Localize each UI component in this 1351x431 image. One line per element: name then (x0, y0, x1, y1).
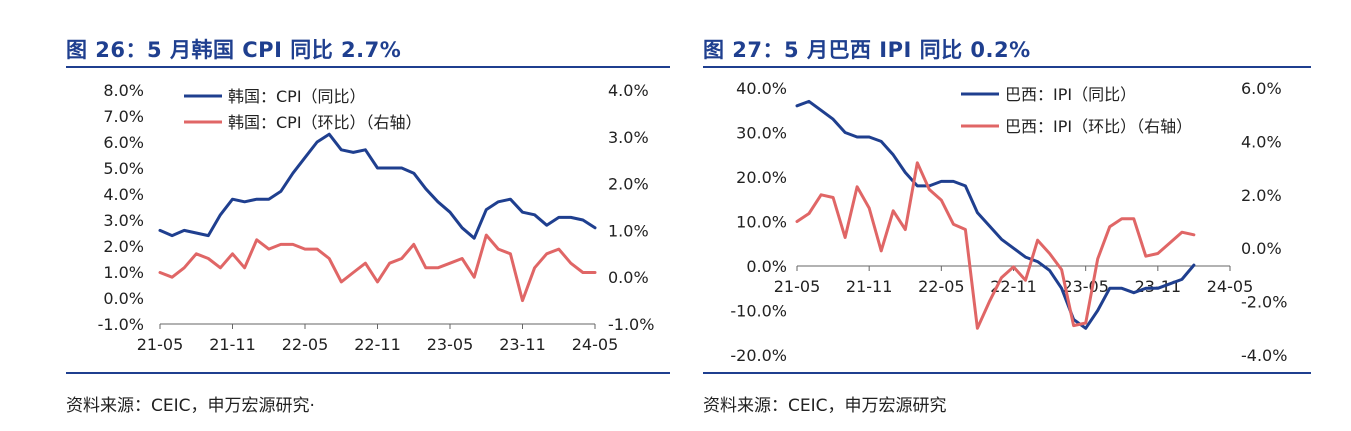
x-axis-tick-label: 21-05 (774, 277, 821, 296)
x-axis-tick-label: 23-05 (427, 335, 474, 354)
right-axis-tick-label: 2.0% (1241, 186, 1282, 205)
right-axis-tick-label: 0.0% (608, 268, 649, 287)
left-axis-tick-label: -1.0% (98, 315, 144, 334)
legend-label: 韩国：CPI（环比）（右轴） (228, 113, 422, 132)
right-axis-tick-label: -4.0% (1241, 346, 1287, 365)
right-axis-tick-label: 4.0% (1241, 132, 1282, 151)
source-rule (66, 372, 670, 374)
x-axis-tick-label: 21-11 (209, 335, 256, 354)
legend-label: 韩国：CPI（同比） (228, 87, 366, 106)
chart-brazil-ipi: 40.0% 30.0% 20.0% 10.0% 0.0% -10.0% -20.0% 6.0%… (730, 79, 1287, 365)
left-axis-tick-label: 3.0% (103, 211, 144, 230)
left-axis-tick-label: 20.0% (736, 168, 787, 187)
x-axis-tick-label: 23-05 (1062, 277, 1109, 296)
right-axis-tick-label: 1.0% (608, 221, 649, 240)
right-axis-tick-label: 2.0% (608, 175, 649, 194)
left-axis-tick-label: 2.0% (103, 237, 144, 256)
series-line-mom (158, 233, 597, 303)
left-axis-tick-label: 7.0% (103, 107, 144, 126)
right-axis-tick-label: 6.0% (1241, 79, 1282, 98)
legend-label: 巴西：IPI（同比） (1005, 85, 1136, 104)
x-axis-tick-label: 23-11 (1135, 277, 1182, 296)
title-rule (66, 66, 670, 68)
chart-panel-brazil: 图 27：5 月巴西 IPI 同比 0.2% 40.0% 30.0% 20.0% 10… (703, 0, 1311, 431)
left-axis-tick-label: 8.0% (103, 81, 144, 100)
x-axis-tick-label: 24-05 (572, 335, 619, 354)
source-rule (703, 372, 1311, 374)
left-axis-tick-label: 0.0% (103, 289, 144, 308)
left-axis-tick-label: 4.0% (103, 185, 144, 204)
x-axis-tick-label: 24-05 (1207, 277, 1254, 296)
series-line-yoy (158, 132, 597, 240)
series-line-yoy (795, 99, 1196, 330)
x-axis-tick-label: 21-11 (846, 277, 893, 296)
chart-title: 图 26：5 月韩国 CPI 同比 2.7% (66, 38, 402, 62)
left-axis-tick-label: 10.0% (736, 213, 787, 232)
chart-korea-cpi: 8.0% 7.0% 6.0% 5.0% 4.0% 3.0% 2.0% 1.0% 0.0% -1.0… (98, 81, 655, 354)
series-line-mom (795, 161, 1196, 330)
right-axis-tick-label: 4.0% (608, 81, 649, 100)
left-axis-tick-label: 40.0% (736, 79, 787, 98)
chart-title: 图 27：5 月巴西 IPI 同比 0.2% (703, 38, 1031, 62)
source-note: 资料来源：CEIC，申万宏源研究 (703, 396, 947, 416)
left-axis-tick-label: 1.0% (103, 263, 144, 282)
left-axis-tick-label: 30.0% (736, 124, 787, 143)
right-axis-tick-label: 3.0% (608, 128, 649, 147)
x-axis-tick-label: 23-11 (499, 335, 546, 354)
right-axis-tick-label: -1.0% (608, 315, 654, 334)
legend-label: 巴西：IPI（环比）（右轴） (1005, 117, 1192, 136)
right-axis-tick-label: -2.0% (1241, 293, 1287, 312)
title-rule (703, 66, 1311, 68)
left-axis-tick-label: 5.0% (103, 159, 144, 178)
x-axis-tick-label: 21-05 (137, 335, 184, 354)
right-axis-tick-label: 0.0% (1241, 239, 1282, 258)
x-axis-tick-label: 22-11 (354, 335, 401, 354)
x-axis-tick-label: 22-05 (282, 335, 329, 354)
left-axis-tick-label: 6.0% (103, 133, 144, 152)
left-axis-tick-label: -20.0% (730, 346, 787, 365)
chart-panel-korea: 图 26：5 月韩国 CPI 同比 2.7% 8.0% 7.0% 6.0% 5.0% 4… (66, 0, 670, 431)
x-axis-tick-label: 22-11 (990, 277, 1037, 296)
left-axis-tick-label: -10.0% (730, 302, 787, 321)
left-axis-tick-label: 0.0% (746, 257, 787, 276)
source-note: 资料来源：CEIC，申万宏源研究· (66, 396, 315, 416)
x-axis-tick-label: 22-05 (918, 277, 965, 296)
